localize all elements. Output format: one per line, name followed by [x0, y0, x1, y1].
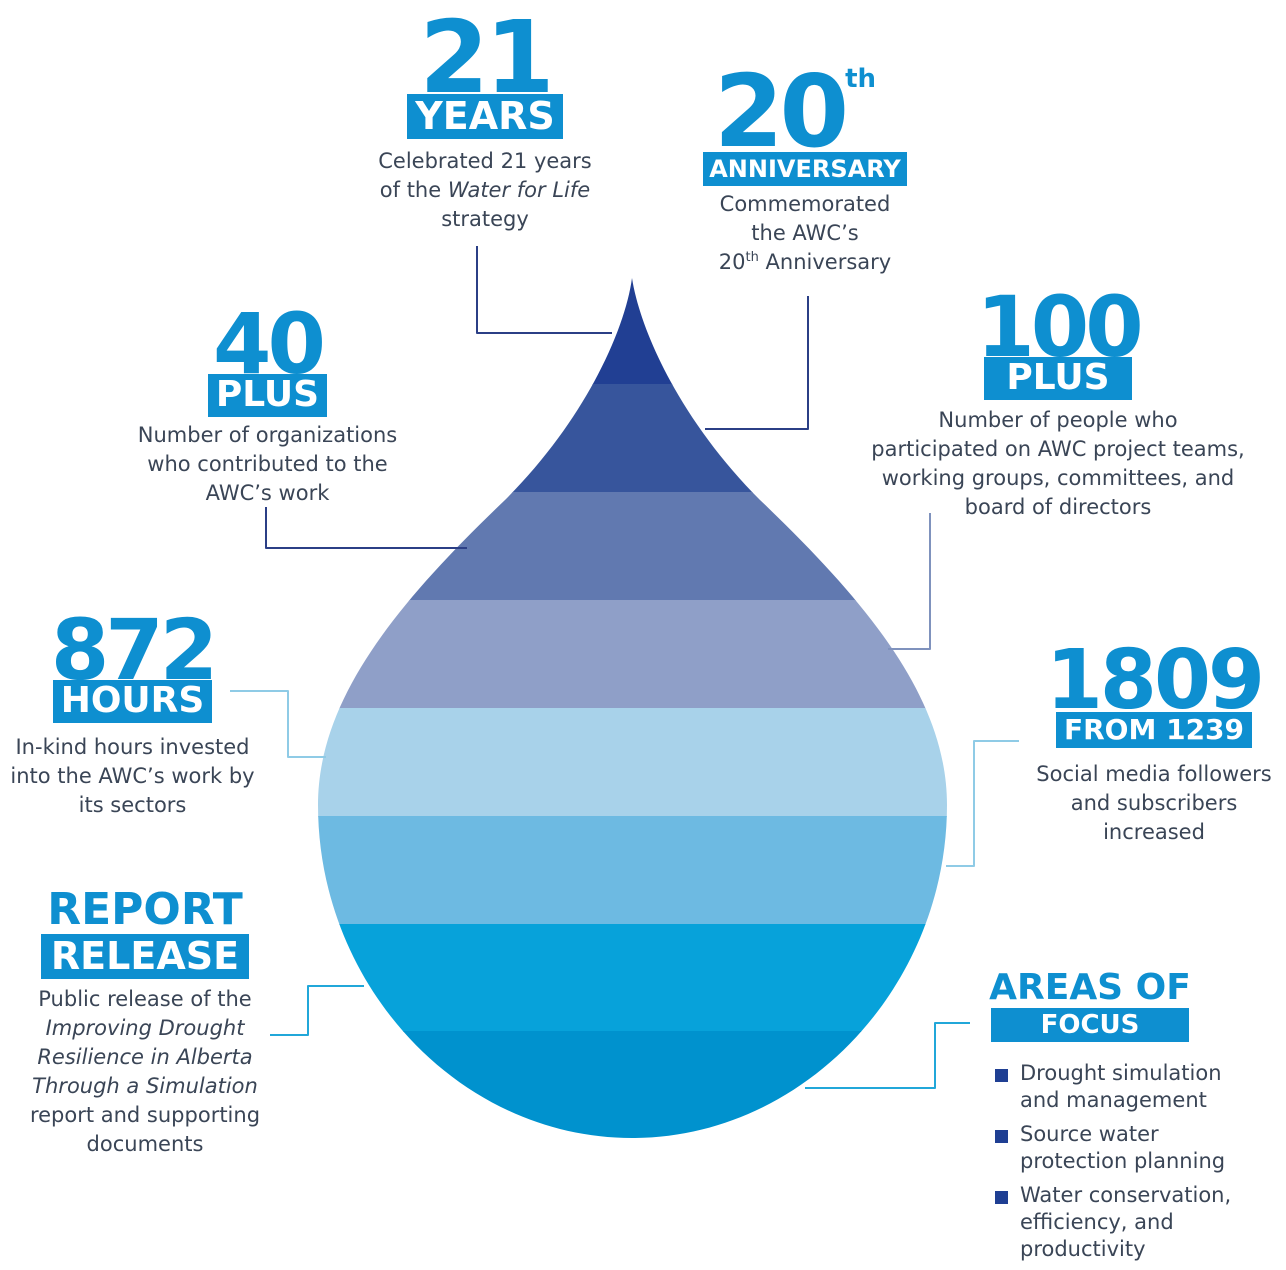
connector-focus [805, 1022, 970, 1089]
square-bullet-icon [995, 1191, 1008, 1204]
report-tag: RELEASE [40, 934, 250, 979]
report-description: Public release of the Improving Drought … [29, 987, 261, 1156]
followers-number: 1809 [1045, 633, 1265, 728]
drop-band-5 [318, 708, 947, 817]
hours-tag: HOURS [52, 680, 213, 723]
connector-followers [946, 740, 1019, 867]
connector-anniversary [705, 296, 809, 430]
connector-organizations [265, 507, 467, 549]
focus-item: Source water protection planning [995, 1121, 1255, 1175]
stat-focus-header: AREAS OF FOCUS [980, 970, 1200, 1042]
years-number: 21 [419, 0, 554, 116]
people-number: 100 [976, 278, 1143, 376]
square-bullet-icon [995, 1130, 1008, 1143]
stat-anniversary: 20th ANNIVERSARY Commemorated the AWC’s … [680, 62, 930, 277]
stat-hours: 872 HOURS In-kind hours invested into th… [0, 608, 265, 820]
stat-people: 100 PLUS Number of people who participat… [868, 285, 1248, 522]
focus-item: Water conservation, efficiency, and prod… [995, 1182, 1255, 1263]
years-tag: YEARS [407, 94, 563, 139]
anniversary-suffix: th [845, 64, 877, 94]
report-title: REPORT [47, 884, 243, 935]
stat-followers: 1809 FROM 1239 Social media followers an… [1028, 640, 1280, 847]
followers-description: Social media followers and subscribers i… [1036, 762, 1272, 844]
people-tag: PLUS [984, 357, 1132, 400]
anniversary-tag: ANNIVERSARY [703, 152, 907, 186]
connector-people [888, 513, 931, 650]
years-description: Celebrated 21 years of the Water for Lif… [378, 149, 592, 231]
drop-band-3 [318, 492, 947, 601]
connector-years [476, 246, 612, 334]
organizations-number: 40 [213, 295, 326, 393]
hours-description: In-kind hours invested into the AWC’s wo… [10, 735, 255, 817]
hours-number: 872 [50, 601, 218, 699]
organizations-tag: PLUS [207, 374, 328, 417]
focus-list: Drought simulation and management Source… [995, 1060, 1255, 1270]
anniversary-number: 20th [713, 53, 877, 170]
connector-report [270, 985, 364, 1036]
connector-hours [230, 690, 326, 758]
people-description: Number of people who participated on AWC… [871, 408, 1245, 519]
drop-band-7 [318, 924, 947, 1032]
drop-band-4 [318, 600, 947, 709]
drop-band-6 [318, 816, 947, 925]
square-bullet-icon [995, 1069, 1008, 1082]
focus-title: AREAS OF [989, 967, 1191, 1008]
stat-report: REPORT RELEASE Public release of the Imp… [15, 888, 275, 1159]
focus-item: Drought simulation and management [995, 1060, 1255, 1114]
stat-years: 21 YEARS Celebrated 21 years of the Wate… [340, 8, 630, 234]
anniversary-description: Commemorated the AWC’s 20th Anniversary [718, 192, 892, 274]
organizations-description: Number of organizations who contributed … [137, 423, 398, 505]
focus-tag: FOCUS [990, 1008, 1190, 1042]
stat-organizations: 40 PLUS Number of organizations who cont… [120, 302, 415, 508]
followers-tag: FROM 1239 [1055, 712, 1253, 748]
